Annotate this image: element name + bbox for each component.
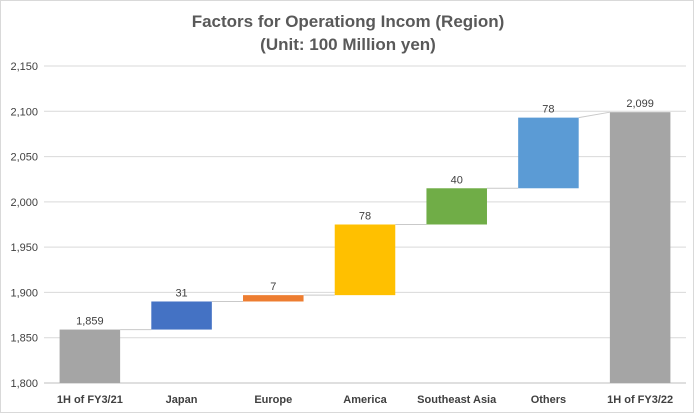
data-label: 31 xyxy=(175,287,187,299)
bar xyxy=(426,188,487,225)
data-label: 40 xyxy=(451,174,463,186)
chart-subtitle: (Unit: 100 Million yen) xyxy=(260,35,436,54)
chart-title: Factors for Operationg Incom (Region) xyxy=(192,12,505,31)
y-tick-label: 1,850 xyxy=(10,333,38,345)
y-tick-label: 1,950 xyxy=(10,242,38,254)
bar xyxy=(609,112,671,383)
data-label: 1,859 xyxy=(76,316,104,328)
bar xyxy=(518,117,579,189)
x-tick-label: America xyxy=(343,394,387,406)
bars xyxy=(59,112,671,383)
x-tick-label: Japan xyxy=(166,394,198,406)
y-axis: 1,800 1,850 1,900 1,950 2,000 2,050 2,100 2,150 xyxy=(10,61,38,390)
data-label: 78 xyxy=(359,211,371,223)
data-label: 2,099 xyxy=(626,98,654,110)
bar xyxy=(243,295,304,302)
y-tick-label: 2,100 xyxy=(10,106,38,118)
x-tick-label: Others xyxy=(531,394,566,406)
x-tick-label: 1H of FY3/22 xyxy=(607,394,673,406)
data-labels: 1,859 31 7 78 40 78 2,099 xyxy=(76,98,654,327)
x-tick-label: Europe xyxy=(254,394,292,406)
y-tick-label: 2,150 xyxy=(10,61,38,73)
x-tick-label: 1H of FY3/21 xyxy=(57,394,123,406)
y-tick-label: 1,900 xyxy=(10,287,38,299)
y-tick-label: 1,800 xyxy=(10,378,38,390)
bar xyxy=(151,301,212,330)
data-label: 78 xyxy=(542,104,554,116)
data-label: 7 xyxy=(270,281,276,293)
y-tick-label: 2,050 xyxy=(10,152,38,164)
x-axis: 1H of FY3/21 Japan Europe America Southeast … xyxy=(57,394,673,406)
bar xyxy=(59,329,121,383)
x-tick-label: Southeast Asia xyxy=(417,394,497,406)
connectors xyxy=(120,111,610,331)
y-tick-label: 2,000 xyxy=(10,197,38,209)
connector-line xyxy=(578,111,610,119)
bar xyxy=(334,224,396,296)
